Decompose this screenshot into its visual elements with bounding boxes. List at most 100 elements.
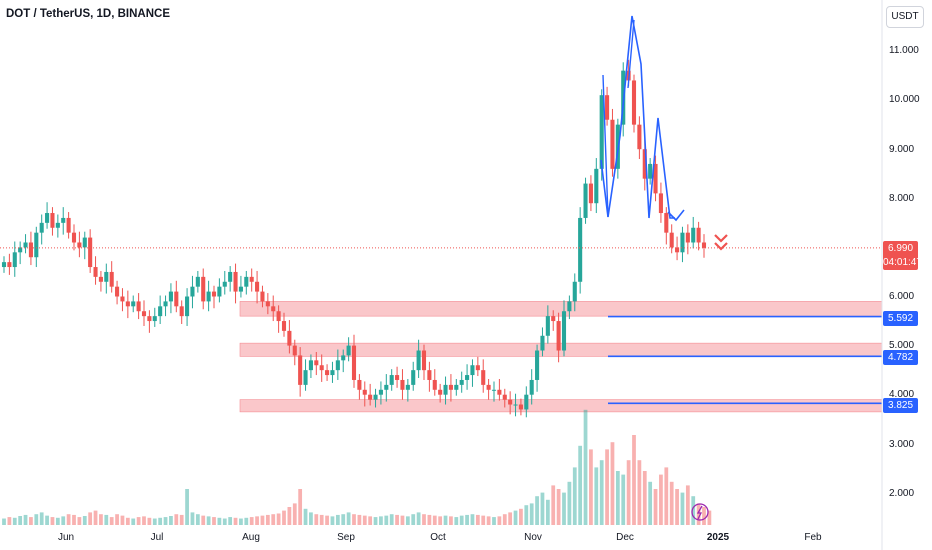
candle	[389, 375, 394, 385]
candle	[535, 350, 540, 380]
x-tick: 2025	[706, 532, 730, 543]
candle	[260, 291, 265, 302]
currency-unit-button[interactable]: USDT	[886, 6, 924, 28]
candle	[211, 291, 217, 297]
volume-bar	[158, 517, 163, 525]
volume-bar	[379, 516, 383, 525]
candle	[588, 183, 593, 204]
volume-bar	[707, 510, 712, 525]
candle	[465, 375, 470, 380]
candle	[411, 370, 416, 385]
volume-bar	[147, 517, 152, 525]
candle	[529, 379, 534, 395]
volume-bar	[265, 514, 270, 525]
volume-bar	[659, 474, 663, 525]
candle	[427, 370, 432, 380]
volume-bar	[567, 481, 572, 525]
volume-bar	[691, 496, 696, 525]
volume-bar	[384, 515, 389, 525]
volume-bar	[610, 442, 615, 525]
x-tick: Sep	[337, 532, 355, 543]
volume-bar	[239, 518, 243, 525]
candle	[481, 370, 486, 385]
volume-bar	[642, 471, 647, 525]
volume-bar	[7, 517, 12, 525]
candle	[174, 291, 179, 307]
pattern-line	[602, 19, 635, 218]
volume-bar	[276, 513, 281, 525]
volume-bar	[427, 514, 432, 525]
volume-bar	[685, 485, 690, 525]
volume-bar	[583, 409, 588, 525]
volume-bar	[535, 496, 539, 525]
candle	[50, 213, 55, 228]
volume-bar	[540, 492, 545, 525]
candle	[685, 232, 690, 243]
volume-bar	[545, 499, 550, 525]
volume-bar	[508, 512, 513, 525]
candle	[228, 271, 233, 282]
volume-bar	[669, 481, 674, 525]
candle	[561, 311, 567, 351]
candle	[405, 384, 410, 390]
candle	[255, 281, 260, 292]
volume-bar	[664, 467, 669, 525]
candle	[238, 286, 243, 292]
candle	[664, 213, 669, 233]
candle	[508, 399, 513, 405]
candle	[314, 360, 319, 366]
candle	[416, 350, 421, 371]
volume-bar	[486, 516, 491, 525]
volume-bar	[282, 510, 286, 525]
candle	[115, 286, 120, 297]
y-tick: 10.000	[889, 94, 920, 105]
volume-bar	[341, 514, 346, 525]
volume-bar	[23, 514, 28, 525]
volume-bar	[120, 515, 125, 525]
candle	[572, 281, 577, 302]
candle	[308, 360, 313, 371]
volume-bar	[206, 516, 211, 525]
y-tick: 6.000	[889, 291, 915, 302]
candle	[395, 375, 400, 380]
candle	[287, 330, 292, 346]
volume-bar	[195, 514, 200, 525]
volume-bar	[432, 515, 437, 525]
candle	[648, 163, 653, 179]
candle	[222, 281, 227, 287]
level-tag: 5.592	[883, 311, 918, 326]
volume-bar	[352, 514, 356, 525]
volume-bar	[66, 514, 71, 525]
volume-bar	[626, 460, 631, 525]
candle	[368, 394, 373, 400]
candle	[71, 232, 77, 243]
candle	[104, 271, 109, 282]
candle	[206, 291, 211, 302]
candle	[502, 394, 507, 400]
volume-bar	[109, 517, 114, 525]
volume-bar	[395, 514, 399, 525]
volume-bar	[99, 514, 103, 525]
volume-bar	[77, 517, 82, 525]
candle	[669, 232, 674, 248]
candle	[88, 237, 93, 268]
volume-bar	[389, 514, 394, 525]
volume-bar	[502, 514, 507, 525]
volume-bar	[18, 516, 23, 525]
level-lines	[608, 315, 882, 405]
flash-icon	[691, 503, 709, 521]
candle	[109, 271, 114, 287]
candle	[271, 306, 276, 312]
candle	[400, 379, 405, 390]
volume-bar	[233, 517, 238, 525]
y-tick: 11.000	[889, 45, 919, 56]
volume-bar	[696, 503, 701, 525]
volume-bar	[131, 518, 136, 525]
volume-bar	[271, 514, 276, 525]
pattern-drawing	[600, 15, 685, 222]
y-tick: 5.000	[889, 340, 915, 351]
volume-bar	[459, 515, 464, 525]
candle	[292, 345, 297, 356]
volume-bar	[142, 516, 146, 525]
